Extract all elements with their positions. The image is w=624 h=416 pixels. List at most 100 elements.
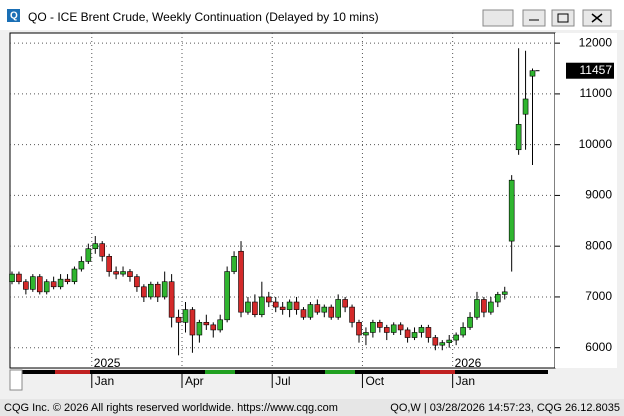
candle-body — [245, 301, 251, 313]
minimize-button[interactable] — [522, 9, 546, 27]
candle-body — [217, 319, 223, 331]
candle-body — [210, 324, 217, 331]
candle-body — [383, 327, 390, 333]
title-bar — [0, 0, 624, 30]
link-button[interactable] — [482, 9, 514, 27]
candle-body — [356, 322, 362, 336]
candle-body — [425, 327, 432, 338]
x-tick-label: Apr — [185, 374, 204, 388]
candle-body — [460, 327, 466, 336]
candle-body — [328, 306, 335, 318]
candle-body — [231, 256, 237, 272]
candle-body — [515, 124, 522, 151]
candle-body — [404, 329, 411, 338]
maximize-button[interactable] — [551, 9, 575, 27]
corner-icon[interactable] — [9, 369, 23, 391]
candle-body — [363, 332, 369, 336]
y-tick-label: 6000 — [585, 340, 612, 354]
candle-body — [71, 268, 78, 283]
candle-body — [134, 276, 140, 288]
candle-body — [390, 324, 397, 333]
candle-body — [377, 322, 383, 328]
candle-body — [342, 299, 348, 308]
app-icon — [7, 9, 20, 22]
candle-body — [272, 301, 279, 308]
candle-body — [85, 248, 92, 262]
y-tick-label: 9000 — [585, 188, 612, 202]
candle-body — [418, 327, 425, 333]
maximize-glyph — [557, 13, 569, 23]
y-tick-label: 8000 — [585, 238, 612, 252]
candle-body — [314, 304, 321, 313]
x-tick-label: Oct — [365, 374, 384, 388]
candle-body — [182, 309, 189, 323]
candle-body — [286, 301, 293, 310]
x-tick-label: Jan — [456, 374, 475, 388]
candle-body — [64, 278, 71, 283]
candle-body — [432, 337, 439, 346]
candle-body — [397, 324, 404, 331]
candle-body — [120, 271, 126, 275]
candle-body — [99, 243, 106, 257]
candle-body — [36, 276, 43, 293]
candle-body — [494, 294, 501, 303]
candle-body — [501, 291, 508, 295]
candle-body — [106, 256, 112, 272]
candle-body — [43, 281, 50, 293]
y-tick-label: 7000 — [585, 289, 612, 303]
time-strip-segment — [420, 370, 455, 374]
year-label: 2025 — [94, 356, 121, 370]
time-strip — [22, 370, 548, 374]
candle-body — [370, 322, 376, 333]
candle-body — [148, 283, 154, 298]
candle-body — [349, 306, 355, 323]
candle-body — [23, 281, 29, 290]
candle-body — [203, 322, 210, 326]
close-glyph — [591, 13, 603, 23]
time-strip-segment — [55, 370, 90, 374]
y-tick-label: 10000 — [579, 137, 613, 151]
candle-body — [238, 250, 244, 313]
candle-body — [481, 299, 487, 313]
candle-body — [175, 316, 182, 323]
candle-body — [189, 309, 196, 336]
candle-body — [321, 306, 328, 313]
footer-copyright: CQG Inc. © 2026 All rights reserved worl… — [4, 402, 338, 414]
footer-bar — [0, 399, 624, 416]
candle-body — [300, 309, 307, 318]
time-strip-segment — [205, 370, 235, 374]
candle-body — [196, 322, 203, 336]
candle-body — [78, 261, 85, 270]
candle-body — [411, 332, 418, 338]
candle-body — [9, 273, 15, 283]
year-label: 2026 — [455, 356, 482, 370]
y-tick-label: 11000 — [580, 86, 613, 100]
time-strip-segment — [325, 370, 355, 374]
candle-body — [113, 271, 119, 275]
candle-body — [16, 273, 22, 283]
last-price-label: 11457 — [580, 63, 613, 77]
candle-body — [467, 316, 473, 328]
x-tick-label: Jan — [95, 374, 114, 388]
candle-body — [57, 278, 64, 288]
candle-body — [161, 281, 168, 298]
candle-body — [446, 339, 453, 343]
candle-body — [307, 304, 314, 318]
app-icon-glyph: Q — [10, 11, 18, 22]
candle-body — [154, 283, 161, 298]
x-tick-label: Jul — [275, 374, 290, 388]
candle-body — [439, 342, 446, 346]
y-tick-label: 12000 — [579, 35, 613, 49]
candle-body — [30, 276, 36, 290]
candle-body — [488, 301, 494, 313]
candle-body — [508, 179, 515, 242]
candle-body — [92, 243, 99, 250]
candle-body — [529, 70, 536, 77]
candle-body — [259, 296, 265, 316]
candle-body — [293, 301, 300, 310]
last-price-box — [566, 62, 614, 79]
footer-status: QO,W | 03/28/2026 14:57:23, CQG 26.12.80… — [390, 402, 620, 414]
candle-body — [141, 286, 147, 298]
candle-body — [127, 271, 133, 277]
